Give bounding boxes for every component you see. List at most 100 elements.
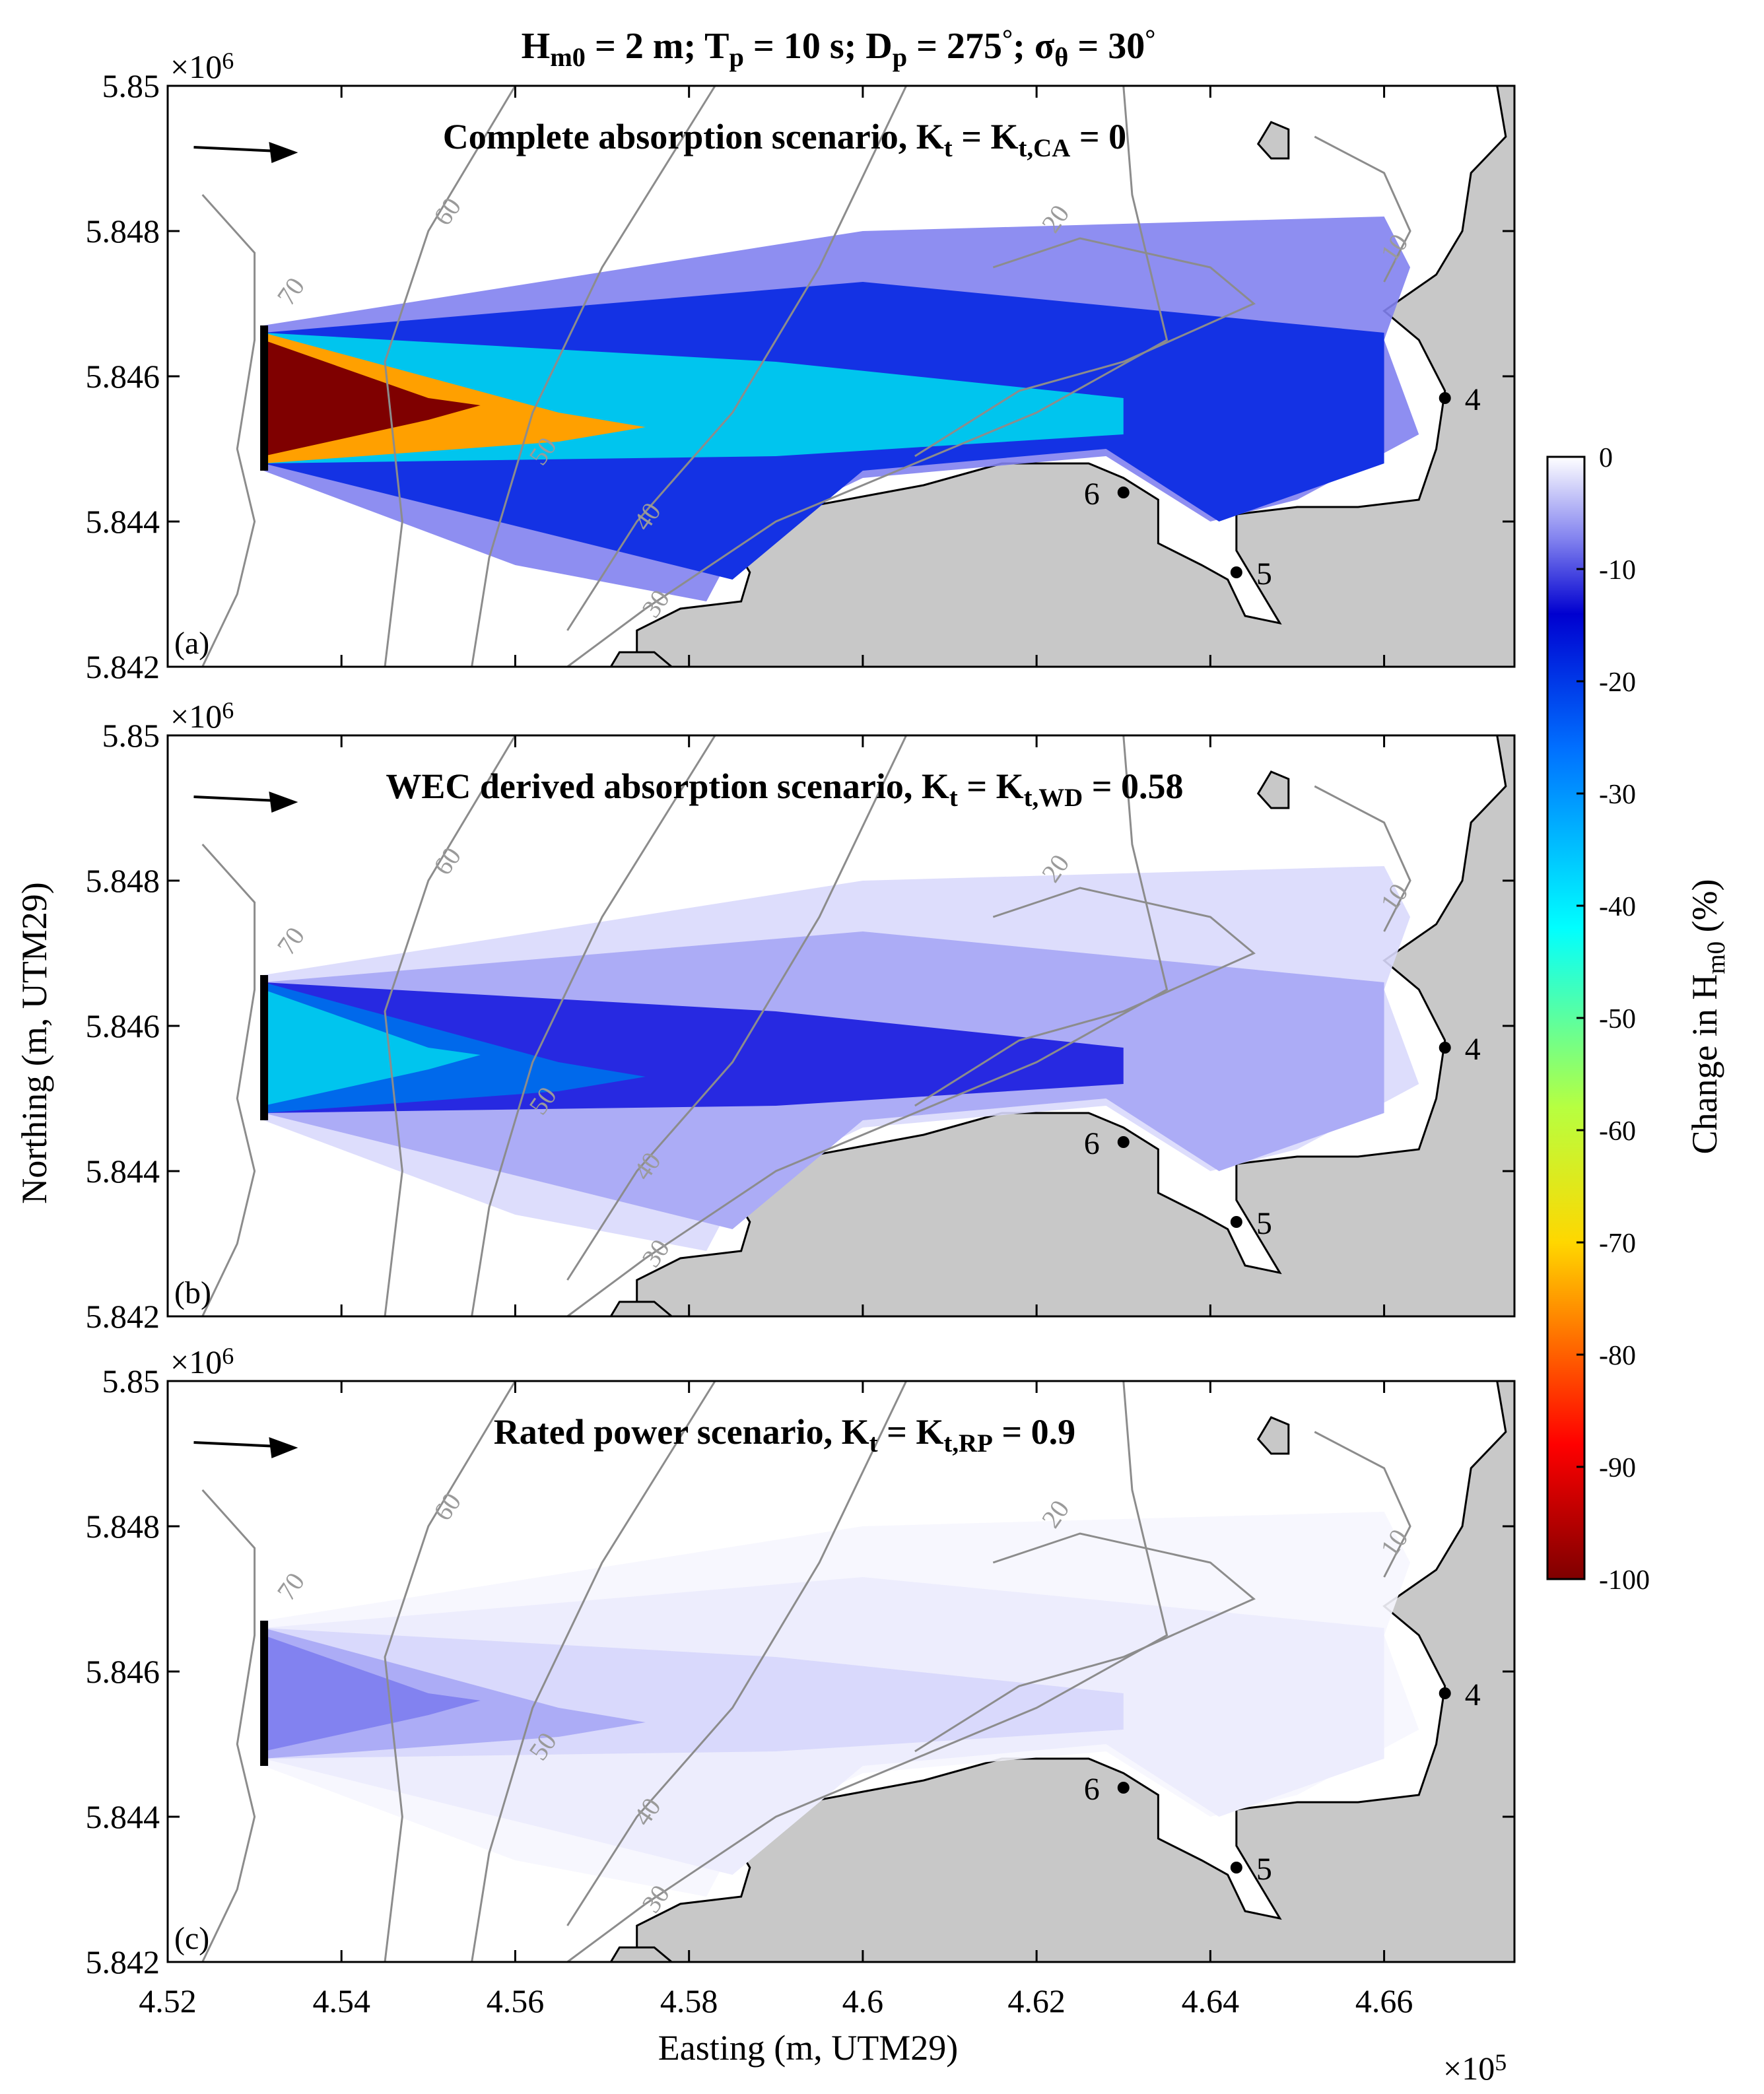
scenario-title: Complete absorption scenario, Kt = Kt,CA… xyxy=(443,117,1126,162)
y-tick-label: 5.848 xyxy=(86,1508,160,1545)
colorbar-tick-label: -50 xyxy=(1599,1004,1636,1034)
colorbar-tick-label: -20 xyxy=(1599,667,1636,698)
contour-60 xyxy=(384,1380,516,1963)
y-tick-label: 5.846 xyxy=(86,358,160,395)
wave-direction-arrow xyxy=(193,795,279,802)
shadow-peak xyxy=(263,990,481,1106)
contour-30 xyxy=(566,85,1169,668)
colorbar-tick-label: -100 xyxy=(1599,1565,1650,1596)
y-tick-label: 5.844 xyxy=(86,1798,160,1835)
point-4-label: 4 xyxy=(1465,382,1481,417)
contour-70 xyxy=(201,1489,256,1963)
contour-40 xyxy=(566,1380,908,1926)
point-6-label: 6 xyxy=(1084,1772,1100,1807)
point-6-marker xyxy=(1117,1136,1130,1148)
land-island-north xyxy=(1256,121,1290,160)
contour-60 xyxy=(384,735,516,1317)
figure-title: Hm0 = 2 m; Tp = 10 s; Dp = 275°; σθ = 30… xyxy=(522,24,1156,72)
contour-50 xyxy=(471,735,716,1317)
contour-50 xyxy=(471,1380,716,1963)
point-5-marker xyxy=(1230,566,1242,578)
point-4-marker xyxy=(1439,392,1451,404)
point-4-label: 4 xyxy=(1465,1032,1481,1067)
y-multiplier: ×106 xyxy=(170,1343,234,1380)
point-5-marker xyxy=(1230,1216,1242,1228)
wave-direction-arrow xyxy=(193,1441,279,1448)
x-axis: 4.52 4.54 4.56 4.58 4.6 4.62 4.64 4.66 Easting (… xyxy=(139,1982,1507,2087)
x-axis-label: Easting (m, UTM29) xyxy=(658,2028,958,2068)
contour-20 xyxy=(914,887,1256,1107)
y-tick-label: 5.848 xyxy=(86,862,160,899)
point-4-label: 4 xyxy=(1465,1677,1481,1712)
figure-title-text: Hm0 = 2 m; Tp = 10 s; Dp = 275°; σθ = 30… xyxy=(522,24,1156,72)
contour-10 xyxy=(1314,1431,1411,1578)
point-5-marker xyxy=(1230,1862,1242,1874)
x-tick-label: 4.6 xyxy=(842,1982,884,2019)
colorbar-tick-label: -60 xyxy=(1599,1116,1636,1147)
x-tick-label: 4.54 xyxy=(312,1982,370,2019)
contour-50 xyxy=(471,85,716,667)
contour-20 xyxy=(914,237,1256,457)
colorbar-tick-label: -70 xyxy=(1599,1229,1636,1259)
point-6-label: 6 xyxy=(1084,1126,1100,1161)
point-5-label: 5 xyxy=(1256,1852,1272,1887)
colorbar-tick-label: -90 xyxy=(1599,1453,1636,1483)
y-tick-label: 5.842 xyxy=(86,1298,160,1335)
contour-40 xyxy=(566,735,908,1281)
wave-direction-arrow xyxy=(193,146,279,152)
x-tick-label: 4.64 xyxy=(1182,1982,1240,2019)
scenario-title: Rated power scenario, Kt = Kt,RP = 0.9 xyxy=(494,1412,1075,1458)
y-tick-label: 5.842 xyxy=(86,1943,160,1980)
panel-letter: (a) xyxy=(174,626,209,661)
colorbar-tick-label: 0 xyxy=(1599,443,1613,473)
colorbar-tick-label: -80 xyxy=(1599,1341,1636,1371)
point-5-label: 5 xyxy=(1256,1206,1272,1241)
x-tick-label: 4.56 xyxy=(487,1982,545,2019)
point-5-label: 5 xyxy=(1256,557,1272,591)
point-6-marker xyxy=(1117,487,1130,498)
y-tick-label: 5.846 xyxy=(86,1007,160,1044)
arrow-head xyxy=(269,1437,298,1458)
y-tick-label: 5.846 xyxy=(86,1653,160,1690)
arrow-head xyxy=(269,792,298,813)
y-multiplier: ×106 xyxy=(170,48,234,85)
colorbar-tick-label: -10 xyxy=(1599,555,1636,586)
contour-40 xyxy=(566,85,908,631)
colorbar: 0 -10 -20 -30 -40 -50 -60 -70 -80 -90 -100 Change i… xyxy=(1546,443,1730,1596)
colorbar-label: Change in Hm0 (%) xyxy=(1685,879,1730,1154)
contour-70 xyxy=(201,843,256,1317)
contour-70 xyxy=(201,193,256,667)
contour-10 xyxy=(1314,135,1411,283)
x-tick-label: 4.52 xyxy=(139,1982,197,2019)
contour-60 xyxy=(384,85,516,667)
point-4-marker xyxy=(1439,1687,1451,1699)
y-tick-label: 5.85 xyxy=(102,717,160,754)
x-tick-label: 4.58 xyxy=(660,1982,718,2019)
colorbar-tick-label: -40 xyxy=(1599,892,1636,922)
panel-letter: (c) xyxy=(174,1921,209,1956)
y-multiplier: ×106 xyxy=(170,697,234,735)
land-island-north xyxy=(1256,1416,1290,1455)
y-tick-label: 5.848 xyxy=(86,213,160,250)
x-tick-label: 4.66 xyxy=(1355,1982,1413,2019)
contour-20 xyxy=(914,1532,1256,1753)
contour-10 xyxy=(1314,785,1411,932)
point-4-marker xyxy=(1439,1042,1451,1054)
point-6-label: 6 xyxy=(1084,477,1100,512)
y-tick-label: 5.844 xyxy=(86,1153,160,1190)
point-6-marker xyxy=(1117,1782,1130,1794)
colorbar-tick-label: -30 xyxy=(1599,780,1636,810)
panel-letter: (b) xyxy=(174,1275,211,1310)
shadow-peak xyxy=(263,1635,481,1751)
y-tick-label: 5.85 xyxy=(102,1363,160,1400)
contour-30 xyxy=(566,735,1169,1318)
contour-30 xyxy=(566,1380,1169,1963)
y-tick-label: 5.85 xyxy=(102,67,160,104)
y-tick-label: 5.844 xyxy=(86,503,160,540)
scenario-title: WEC derived absorption scenario, Kt = Kt… xyxy=(386,766,1183,812)
x-tick-label: 4.62 xyxy=(1007,1982,1066,2019)
